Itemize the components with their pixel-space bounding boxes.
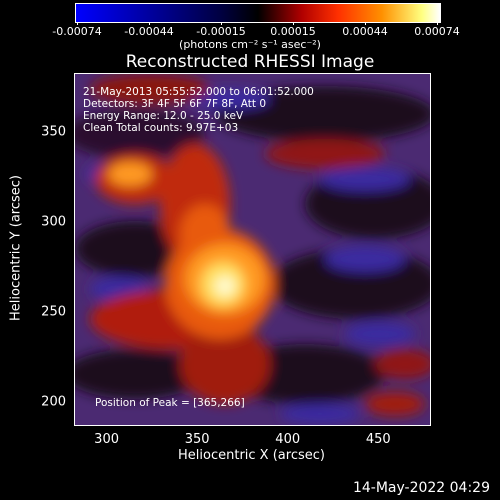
colorbar-tick-mark <box>77 22 78 25</box>
observation-info-line: 21-May-2013 05:55:52.000 to 06:01:52.000 <box>83 86 314 98</box>
colorbar-tick-mark <box>221 22 222 25</box>
colorbar-tick-label: -0.00015 <box>196 25 246 38</box>
x-tick-label: 450 <box>365 432 391 447</box>
x-tick-label: 350 <box>184 432 210 447</box>
y-tick-label: 300 <box>41 214 66 230</box>
colorbar-tick-label: 0.00015 <box>270 25 316 38</box>
colorbar <box>75 3 441 23</box>
x-tick-label: 400 <box>275 432 301 447</box>
peak-position-label: Position of Peak = [365,266] <box>95 397 245 409</box>
colorbar-tick-label: 0.00074 <box>414 25 460 38</box>
colorbar-tick-label: -0.00044 <box>124 25 174 38</box>
y-tick-label: 200 <box>41 394 66 410</box>
colorbar-tick-mark <box>293 22 294 25</box>
colorbar-tick-mark <box>437 22 438 25</box>
x-tick-label: 300 <box>94 432 120 447</box>
y-tick-label: 250 <box>41 304 66 320</box>
colorbar-tick-label: 0.00044 <box>342 25 388 38</box>
footer-timestamp: 14-May-2022 04:29 <box>352 480 490 496</box>
x-axis-label: Heliocentric X (arcsec) <box>178 448 325 463</box>
heatmap-image <box>75 74 430 425</box>
colorbar-tick-label: -0.00074 <box>52 25 102 38</box>
colorbar-unit-label: (photons cm⁻² s⁻¹ asec⁻²) <box>179 38 321 51</box>
colorbar-tick-mark <box>365 22 366 25</box>
y-axis-label: Heliocentric Y (arcsec) <box>8 175 24 321</box>
y-tick-label: 350 <box>41 124 66 140</box>
observation-info-line: Clean Total counts: 9.97E+03 <box>83 122 239 134</box>
colorbar-tick-mark <box>149 22 150 25</box>
observation-info-line: Energy Range: 12.0 - 25.0 keV <box>83 110 244 122</box>
image-title: Reconstructed RHESSI Image <box>125 52 375 72</box>
observation-info-line: Detectors: 3F 4F 5F 6F 7F 8F, Att 0 <box>83 98 267 110</box>
rhessi-image-plot: 21-May-2013 05:55:52.000 to 06:01:52.000… <box>74 73 431 426</box>
